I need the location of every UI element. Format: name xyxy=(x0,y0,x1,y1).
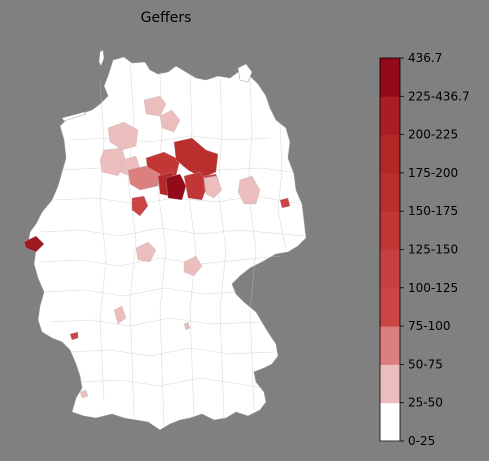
colorbar-band xyxy=(380,249,400,289)
saar-district xyxy=(69,331,79,341)
colorbar-tick-label: 50-75 xyxy=(408,357,443,371)
colorbar-tick-label: 200-225 xyxy=(408,128,458,142)
colorbar-band xyxy=(380,172,400,212)
colorbar-tick-label: 436.7 xyxy=(408,51,442,65)
emsland-district xyxy=(107,121,139,151)
colorbar-band xyxy=(380,58,400,97)
cottbus-district xyxy=(237,175,261,205)
colorbar-tick-label: 0-25 xyxy=(408,434,435,448)
brandenburg-havel-district xyxy=(173,137,219,179)
colorbar-tick-label: 125-150 xyxy=(408,243,458,257)
oldenburg-district xyxy=(99,147,127,177)
schleswig-north-district xyxy=(143,95,167,117)
aachen-district xyxy=(23,235,45,253)
island-sylt xyxy=(98,49,105,67)
colorbar-tick-label: 225-436.7 xyxy=(408,89,470,103)
heilbronn-district xyxy=(113,305,127,325)
halle-east-district xyxy=(203,175,223,199)
colorbar-band xyxy=(380,211,400,250)
vogelsberg-district xyxy=(135,241,157,263)
kassel-district xyxy=(279,197,291,209)
colorbar-band xyxy=(380,96,400,136)
hannover-east-district xyxy=(127,165,161,191)
germany-outline xyxy=(27,56,307,431)
dresden-east-district xyxy=(183,321,191,331)
colorbar-band xyxy=(380,364,400,404)
harz-district xyxy=(165,173,187,201)
island-ruegen xyxy=(237,63,253,83)
colorbar-tick-label: 75-100 xyxy=(408,319,451,333)
goettingen-district xyxy=(131,195,149,217)
colorbar: 0-25 25-50 50-75 75-100 100-125 125-150 150-17… xyxy=(379,51,470,448)
germany-map xyxy=(23,49,307,431)
island-east-frisia xyxy=(61,111,87,122)
colorbar-tick-label: 25-50 xyxy=(408,396,443,410)
map-title: Geffers xyxy=(141,10,192,26)
saale-orla-district xyxy=(183,255,203,277)
colorbar-band xyxy=(380,326,400,365)
colorbar-band xyxy=(380,287,400,327)
colorbar-band xyxy=(380,402,400,442)
konstanz-district xyxy=(79,389,89,399)
colorbar-band xyxy=(380,134,400,174)
colorbar-tick-label: 150-175 xyxy=(408,204,458,218)
wendland-district xyxy=(159,109,181,133)
colorbar-tick-label: 175-200 xyxy=(408,166,458,180)
colorbar-tick-label: 100-125 xyxy=(408,281,458,295)
anhalt-district xyxy=(183,171,209,201)
